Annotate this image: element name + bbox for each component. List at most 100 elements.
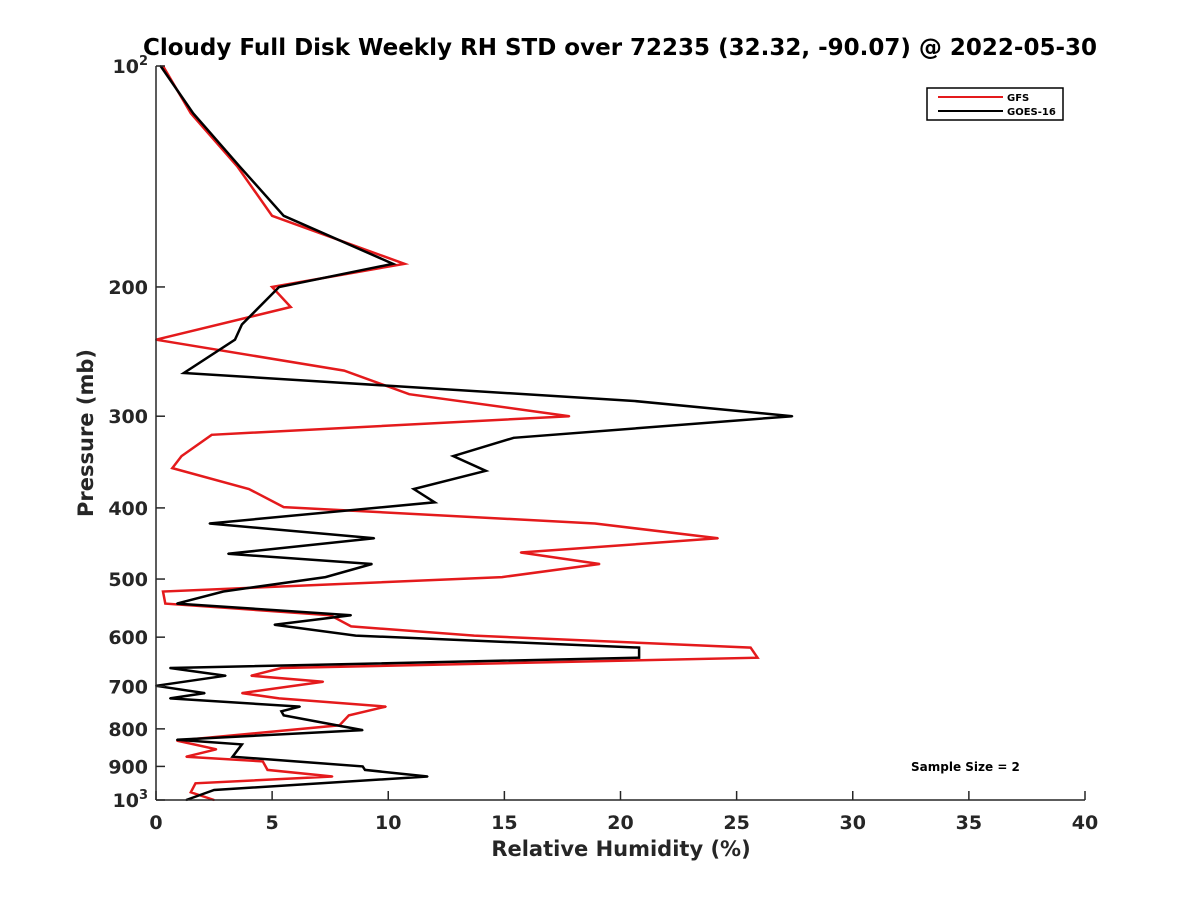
data-point-goes-16 [273,623,276,626]
data-point-gfs [266,769,269,771]
data-point-gfs [248,488,250,490]
data-point-goes-16 [227,552,229,555]
y-tick-label-base: 500 [108,569,148,591]
data-point-goes-16 [222,590,225,593]
y-tick-label: 102 [113,54,149,78]
y-tick-label-base: 800 [108,719,148,741]
data-point-gfs [756,656,759,659]
data-point-gfs [261,760,264,763]
data-point-gfs [501,576,503,578]
y-tick-label: 600 [108,627,148,649]
data-point-goes-16 [169,697,171,700]
y-tick-label: 900 [108,756,148,778]
data-point-gfs [250,674,253,677]
sample-size-annotation: Sample Size = 2 [911,760,1020,774]
data-point-gfs [185,755,188,758]
data-point-gfs [189,112,192,115]
data-point-goes-16 [241,323,243,326]
data-point-goes-16 [361,765,364,768]
y-tick-label-base: 10 [113,790,139,812]
y-tick-label-base: 400 [108,498,148,520]
data-point-goes-16 [354,634,357,637]
data-point-goes-16 [364,769,366,771]
x-tick-label: 0 [149,812,162,834]
data-point-gfs [403,262,406,265]
data-point-gfs [282,506,285,508]
data-point-gfs [189,791,192,794]
data-point-goes-16 [633,400,636,402]
data-point-gfs [278,697,280,700]
y-axis-label: Pressure (mb) [74,349,98,517]
y-tick-label-base: 700 [108,676,148,698]
data-point-gfs [289,306,292,308]
data-point-gfs [473,634,476,637]
data-point-gfs [271,214,273,217]
y-tick-label: 800 [108,719,148,741]
x-tick-label: 30 [840,812,866,834]
data-point-goes-16 [282,214,285,217]
data-point-gfs [749,646,752,649]
y-tick-label-base: 10 [113,56,139,78]
data-point-gfs [171,467,174,469]
data-point-goes-16 [176,602,178,605]
axes: 0 5 10 15 20 25 30 35 40102200300400500600700800… [108,54,1098,834]
data-point-goes-16 [238,165,241,168]
y-tick-label: 103 [113,788,149,812]
data-point-gfs [164,602,167,605]
data-point-goes-16 [426,775,429,778]
x-tick-label: 10 [375,812,401,834]
data-point-gfs [322,680,325,683]
data-point-goes-16 [192,112,195,115]
chart-title: Cloudy Full Disk Weekly RH STD over 7223… [143,35,1097,61]
y-tick-label: 200 [108,277,148,299]
data-point-goes-16 [638,646,640,649]
x-tick-label: 20 [607,812,633,834]
data-point-gfs [210,433,213,436]
data-point-goes-16 [231,755,234,758]
data-point-goes-16 [452,455,455,457]
data-point-gfs [271,286,273,288]
legend: GFS GOES-16 [926,87,1064,121]
data-point-gfs [594,522,596,525]
data-point-goes-16 [350,614,352,617]
y-tick-label: 700 [108,676,148,698]
data-point-gfs [408,393,411,396]
y-tick-label-exponent: 3 [139,788,148,803]
y-tick-label-exponent: 2 [139,54,148,69]
data-point-gfs [598,563,601,565]
y-tick-label-base: 300 [108,406,148,428]
data-point-goes-16 [278,286,280,288]
data-point-goes-16 [361,729,364,731]
data-point-goes-16 [433,501,436,504]
data-point-goes-16 [208,522,211,525]
data-point-goes-16 [638,656,640,659]
x-tick-label: 5 [266,812,279,834]
data-point-gfs [280,667,283,669]
legend-goes-16-label: GOES-16 [1007,107,1056,118]
legend-gfs-label: GFS [1007,93,1029,104]
series-layer [155,65,794,802]
data-point-goes-16 [282,714,285,717]
data-point-gfs [350,625,352,628]
data-point-gfs [568,415,571,418]
data-point-goes-16 [791,415,794,418]
y-tick-label-base: 200 [108,277,148,299]
y-tick-label: 500 [108,569,148,591]
data-point-goes-16 [176,738,178,741]
legend-box [926,87,1064,121]
data-point-gfs [519,551,522,554]
data-point-goes-16 [324,576,327,578]
data-point-gfs [215,748,218,751]
data-point-goes-16 [412,488,415,490]
data-point-gfs [162,590,164,593]
data-point-gfs [717,537,719,540]
data-point-goes-16 [234,338,236,341]
data-point-goes-16 [280,710,283,713]
data-point-goes-16 [373,537,376,540]
data-point-gfs [385,705,387,708]
data-point-goes-16 [203,692,206,694]
y-tick-label-base: 600 [108,627,148,649]
data-point-goes-16 [371,563,373,565]
